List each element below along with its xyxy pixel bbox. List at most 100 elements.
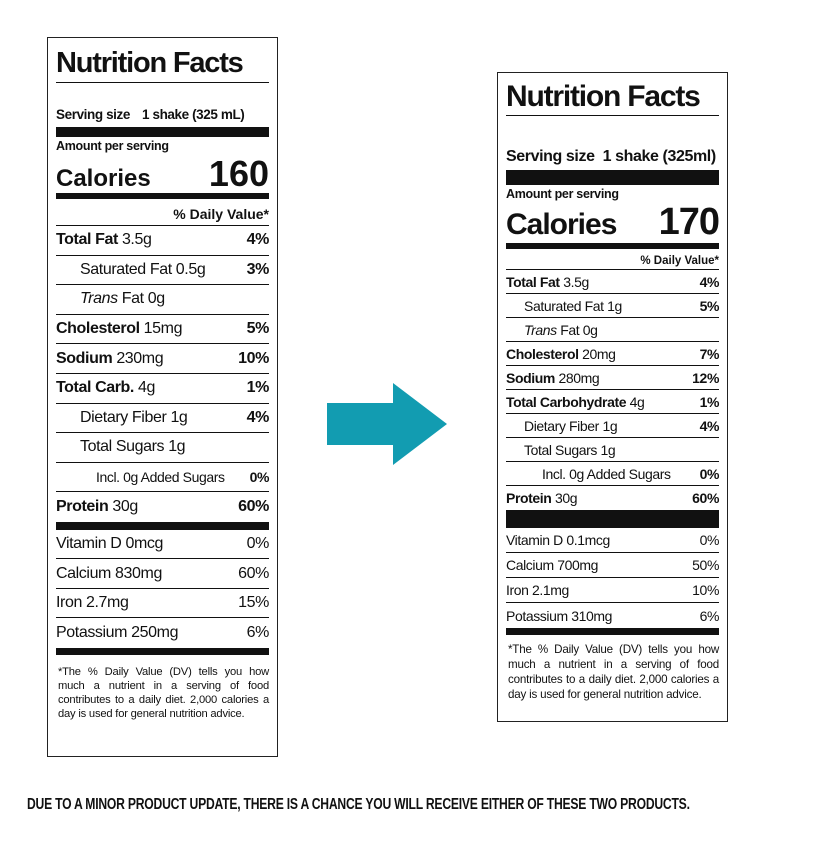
nutrient-name: Dietary Fiber	[524, 417, 599, 434]
nutrient-name: Total Fat	[506, 273, 560, 290]
vitamin-name: Iron 2.1mg	[506, 582, 569, 598]
nutrient-row: Incl. 0g Added Sugars 0%	[506, 462, 719, 486]
nutrient-name: Trans Fat 0g	[80, 290, 165, 308]
footnote: *The % Daily Value (DV) tells you how mu…	[508, 643, 719, 701]
amount-per-serving: Amount per serving	[56, 139, 169, 153]
nutrient-amount: 1g	[602, 417, 618, 434]
nutrient-amount: 230mg	[116, 349, 164, 367]
daily-value: 6%	[246, 624, 270, 642]
nutrient-name: Total Sugars 1g	[80, 438, 186, 456]
nutrients: Total Fat 3.5g 4% Saturated Fat 0.5g 3% Tran…	[56, 226, 269, 522]
nutrient-name: Fat	[121, 290, 144, 308]
daily-value: 12%	[692, 369, 719, 386]
dv-header: % Daily Value*	[56, 199, 269, 226]
daily-value: 5%	[699, 297, 720, 314]
rule	[506, 243, 719, 249]
nutrient-name: Incl. 0g Added Sugars	[96, 469, 225, 485]
vitamin-row: Potassium 310mg 6%	[506, 603, 719, 628]
nutrient-name: Cholesterol 20mg	[506, 346, 616, 362]
arrow	[327, 383, 447, 465]
daily-value: 4%	[699, 273, 720, 290]
nutrient-amount: 0.5g	[175, 260, 206, 278]
nutrient-name: Total Carbohydrate	[506, 393, 627, 410]
vitamin-name: Calcium 830mg	[56, 564, 162, 582]
calories-value: 170	[658, 201, 720, 243]
arrow-shape	[327, 383, 447, 465]
nutrition-label: Nutrition Facts Serving size 1 shake (325…	[47, 37, 278, 757]
rule	[506, 170, 719, 185]
nutrient-amount: 0g	[582, 321, 598, 338]
nutrient-amount: 1g	[607, 297, 622, 314]
amount-per-serving: Amount per serving	[506, 187, 619, 201]
vitamin-row: Vitamin D 0mcg 0%	[56, 530, 269, 560]
serving-row: Serving size 1 shake (325ml)	[506, 144, 719, 170]
daily-value: 1%	[246, 379, 270, 397]
nutrient-row: Saturated Fat 1g 5%	[506, 294, 719, 318]
rule	[56, 647, 269, 655]
nutrient-row: Protein 30g 60%	[506, 486, 719, 510]
calories-value: 160	[208, 153, 269, 194]
daily-value: 6%	[699, 607, 720, 624]
daily-value: 50%	[692, 557, 719, 573]
vitamin-row: Potassium 250mg 6%	[56, 618, 269, 648]
vitamin-row: Vitamin D 0.1mcg 0%	[506, 528, 719, 553]
nutrient-row: Sodium 280mg 12%	[506, 366, 719, 390]
nutrient-name: Total Sugars	[524, 441, 598, 458]
nutrient-name: Incl. 0g Added Sugars	[96, 469, 225, 486]
nutrient-name: Total Sugars	[80, 438, 165, 456]
daily-value: 15%	[238, 594, 269, 612]
nutrient-amount: 30g	[112, 498, 138, 516]
serving-row: Serving size 1 shake (325 mL)	[56, 101, 269, 127]
nutrient-row: Trans Fat 0g	[56, 285, 269, 315]
nutrient-name: Saturated Fat 0.5g	[80, 260, 206, 279]
nutrient-row: Cholesterol 20mg 7%	[506, 342, 719, 366]
vitamin-name: Iron 2.7mg	[56, 594, 129, 612]
vitamin-row: Iron 2.7mg 15%	[56, 589, 269, 619]
dv-header: % Daily Value*	[506, 249, 719, 270]
nutrient-amount: 15mg	[143, 320, 183, 338]
daily-value: 0%	[249, 469, 270, 486]
nutrition-label: Nutrition Facts Serving size 1 shake (325…	[497, 72, 728, 722]
nutrient-row: Incl. 0g Added Sugars 0%	[56, 463, 269, 493]
vitamin-name: Potassium 250mg	[56, 624, 179, 642]
rule	[56, 521, 269, 530]
vitamin-row: Iron 2.1mg 10%	[506, 578, 719, 603]
vitamin-name: Calcium 700mg	[506, 557, 599, 573]
nutrient-name-prefix: Trans	[524, 321, 557, 338]
nutrient-name: Saturated Fat	[80, 260, 172, 278]
daily-value: 60%	[238, 564, 269, 582]
nutrient-row: Total Sugars 1g	[56, 433, 269, 463]
nutrient-row: Total Fat 3.5g 4%	[56, 226, 269, 256]
nutrient-name: Protein 30g	[56, 498, 138, 516]
serving-value: 1 shake (325ml)	[602, 148, 717, 165]
notice: DUE TO A MINOR PRODUCT UPDATE, THERE IS …	[27, 796, 690, 813]
daily-value: 0%	[246, 535, 270, 553]
daily-value: 7%	[699, 345, 720, 362]
label-title: Nutrition Facts	[56, 44, 269, 83]
nutrient-amount: 1g	[600, 441, 616, 458]
calories-row: Calories 170	[506, 201, 720, 243]
rule	[506, 628, 719, 635]
nutrient-name: Sodium 230mg	[56, 349, 164, 368]
daily-value: 10%	[238, 349, 269, 367]
nutrient-amount: 4g	[629, 393, 645, 410]
nutrient-name: Total Fat 3.5g	[56, 231, 152, 249]
nutrient-row: Total Sugars 1g	[506, 438, 719, 462]
daily-value: 1%	[699, 393, 720, 410]
calories-label: Calories	[506, 208, 617, 241]
daily-value: 60%	[238, 498, 269, 516]
daily-value: 3%	[246, 260, 270, 278]
serving-value: 1 shake (325 mL)	[142, 106, 245, 122]
nutrient-amount: 0g	[147, 290, 165, 308]
nutrient-row: Sodium 230mg 10%	[56, 344, 269, 374]
nutrient-name: Total Carbohydrate 4g	[506, 393, 645, 410]
nutrient-name: Sodium	[56, 349, 113, 367]
nutrient-name: Fat	[560, 321, 580, 338]
nutrient-amount: 3.5g	[121, 231, 152, 249]
nutrient-row: Saturated Fat 0.5g 3%	[56, 256, 269, 286]
footnote: *The % Daily Value (DV) tells you how mu…	[58, 665, 269, 720]
vitamins: Vitamin D 0.1mcg 0% Calcium 700mg 50% Iron 2…	[506, 528, 719, 628]
nutrient-name: Cholesterol	[56, 320, 140, 338]
nutrient-name: Incl. 0g Added Sugars	[542, 466, 671, 482]
